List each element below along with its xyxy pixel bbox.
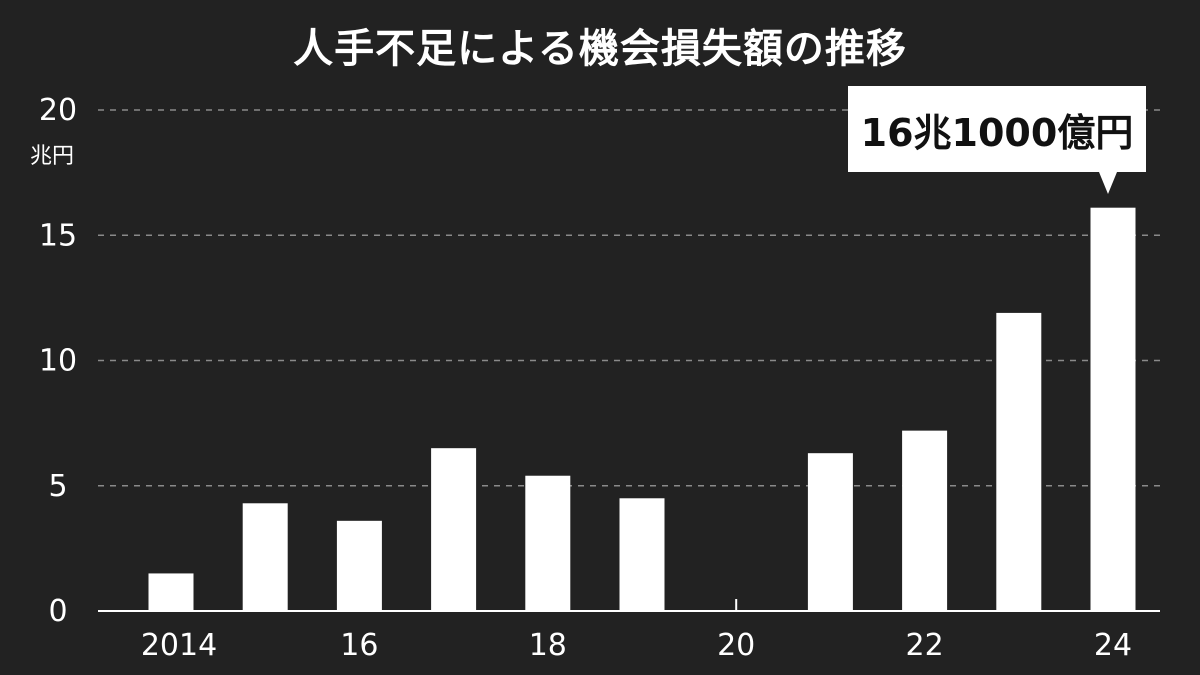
x-tick-label: 2014 (141, 628, 217, 663)
bar-2024 (1090, 207, 1136, 611)
x-tick-label: 20 (717, 628, 755, 663)
y-tick-label: 0 (48, 594, 67, 629)
annotation-callout: 16兆1000億円 (848, 86, 1146, 172)
bars (148, 207, 1136, 611)
bar-2022 (902, 430, 948, 611)
tick-labels: 0 5 10 15 20 2014 16 18 20 22 24 (39, 93, 1132, 663)
annotation-callout-tail (1099, 172, 1117, 194)
chart-title: 人手不足による機会損失額の推移 (293, 26, 907, 72)
bar-2018 (525, 475, 571, 611)
y-tick-label: 20 (39, 93, 77, 128)
x-tick-label: 18 (529, 628, 567, 663)
bar-2015 (242, 503, 288, 611)
axes (98, 599, 1160, 612)
y-tick-label: 5 (48, 469, 67, 504)
grid-lines (98, 109, 1160, 487)
bar-2016 (336, 520, 382, 611)
x-tick-label: 24 (1094, 628, 1132, 663)
bar-2017 (431, 448, 477, 611)
bar-2014 (148, 573, 194, 611)
y-tick-label: 10 (39, 344, 77, 379)
y-axis-unit-label: 兆円 (30, 144, 75, 169)
bar-2019 (619, 498, 665, 611)
y-tick-label: 15 (39, 218, 77, 253)
bar-2021 (807, 453, 853, 611)
bar-2023 (996, 312, 1042, 611)
x-tick-label: 22 (906, 628, 944, 663)
x-tick-label: 16 (340, 628, 378, 663)
